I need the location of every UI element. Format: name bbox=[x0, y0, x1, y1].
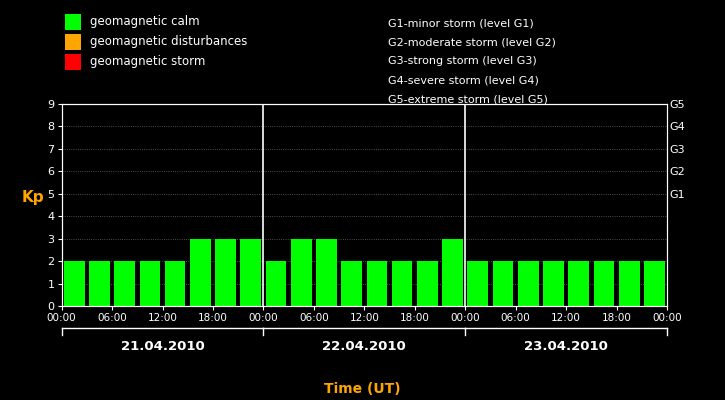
Bar bbox=[165, 261, 186, 306]
Bar bbox=[64, 261, 85, 306]
Text: 23.04.2010: 23.04.2010 bbox=[524, 340, 608, 353]
Bar bbox=[543, 261, 564, 306]
Bar bbox=[215, 239, 236, 306]
Bar bbox=[316, 239, 337, 306]
Bar bbox=[442, 239, 463, 306]
Bar bbox=[291, 239, 312, 306]
Text: G2-moderate storm (level G2): G2-moderate storm (level G2) bbox=[388, 37, 556, 47]
Text: G5-extreme storm (level G5): G5-extreme storm (level G5) bbox=[388, 95, 548, 105]
Text: G4-severe storm (level G4): G4-severe storm (level G4) bbox=[388, 76, 539, 86]
Text: Time (UT): Time (UT) bbox=[324, 382, 401, 396]
Bar bbox=[619, 261, 639, 306]
Text: geomagnetic calm: geomagnetic calm bbox=[90, 16, 199, 28]
Bar bbox=[417, 261, 438, 306]
Bar bbox=[89, 261, 109, 306]
Y-axis label: Kp: Kp bbox=[21, 190, 44, 205]
Bar bbox=[468, 261, 488, 306]
Bar bbox=[265, 261, 286, 306]
Bar bbox=[190, 239, 211, 306]
Bar bbox=[367, 261, 387, 306]
Text: geomagnetic storm: geomagnetic storm bbox=[90, 56, 205, 68]
Text: G3-strong storm (level G3): G3-strong storm (level G3) bbox=[388, 56, 536, 66]
Bar bbox=[341, 261, 362, 306]
Bar bbox=[594, 261, 614, 306]
Bar bbox=[140, 261, 160, 306]
Text: G1-minor storm (level G1): G1-minor storm (level G1) bbox=[388, 18, 534, 28]
Text: 21.04.2010: 21.04.2010 bbox=[120, 340, 204, 353]
Bar bbox=[392, 261, 413, 306]
Bar bbox=[115, 261, 135, 306]
Bar bbox=[493, 261, 513, 306]
Bar bbox=[518, 261, 539, 306]
Text: geomagnetic disturbances: geomagnetic disturbances bbox=[90, 36, 247, 48]
Bar bbox=[568, 261, 589, 306]
Text: 22.04.2010: 22.04.2010 bbox=[323, 340, 406, 353]
Bar bbox=[644, 261, 665, 306]
Bar bbox=[241, 239, 261, 306]
